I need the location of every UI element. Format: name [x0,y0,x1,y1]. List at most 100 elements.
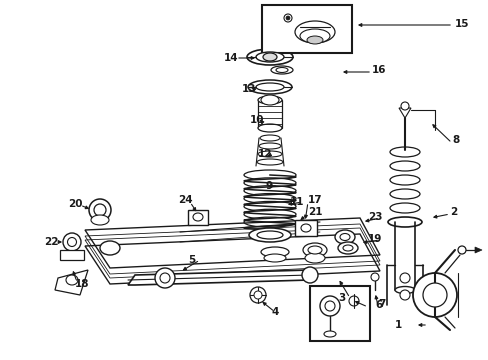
Text: 14: 14 [224,53,238,63]
Ellipse shape [63,233,81,251]
Circle shape [457,246,465,254]
Text: 10: 10 [249,115,264,125]
Text: 8: 8 [451,135,458,145]
Ellipse shape [389,147,419,157]
Ellipse shape [306,36,323,44]
Text: 18: 18 [75,279,89,289]
Ellipse shape [244,217,295,227]
Ellipse shape [256,83,284,91]
Ellipse shape [66,275,78,285]
Ellipse shape [258,124,282,132]
Text: 20: 20 [68,199,82,209]
Ellipse shape [307,246,321,254]
Ellipse shape [260,135,280,141]
Polygon shape [128,270,309,285]
Ellipse shape [67,238,76,247]
Polygon shape [398,108,410,118]
Ellipse shape [244,186,295,196]
Ellipse shape [247,80,291,94]
Ellipse shape [389,203,419,213]
Circle shape [249,287,265,303]
Text: 17: 17 [307,195,322,205]
Circle shape [400,102,408,110]
Ellipse shape [394,287,414,293]
Ellipse shape [258,151,282,157]
Circle shape [399,273,409,283]
Ellipse shape [270,66,292,74]
Bar [309,286,369,341]
Circle shape [285,16,289,20]
Ellipse shape [389,189,419,199]
Text: 1: 1 [394,320,402,330]
Ellipse shape [89,199,111,221]
Ellipse shape [387,217,421,227]
Text: 16: 16 [371,65,386,75]
Ellipse shape [305,253,325,263]
Text: 6: 6 [374,300,382,310]
Circle shape [370,273,378,281]
Ellipse shape [299,29,329,43]
Bar [262,5,351,53]
Ellipse shape [263,53,276,61]
Ellipse shape [303,243,326,257]
Text: 9: 9 [264,181,271,191]
Text: 22: 22 [44,237,59,247]
Circle shape [422,283,446,307]
Ellipse shape [256,52,284,62]
Ellipse shape [389,175,419,185]
Ellipse shape [261,247,288,257]
Text: 15: 15 [454,19,468,29]
Polygon shape [55,270,88,295]
Ellipse shape [244,170,295,180]
Text: 12: 12 [258,149,272,159]
Text: 7: 7 [377,299,385,309]
Circle shape [253,291,262,299]
Ellipse shape [258,96,282,104]
Circle shape [412,273,456,317]
Circle shape [348,296,358,306]
Bar [187,210,207,225]
Ellipse shape [257,231,283,239]
Ellipse shape [257,159,283,165]
Ellipse shape [244,209,295,219]
Ellipse shape [248,228,290,242]
Ellipse shape [91,215,109,225]
Ellipse shape [294,21,334,43]
Ellipse shape [342,245,352,251]
Circle shape [319,296,339,316]
Circle shape [155,268,175,288]
Circle shape [302,267,317,283]
Text: 19: 19 [367,234,382,244]
Ellipse shape [193,213,203,221]
Ellipse shape [100,241,120,255]
Text: 11: 11 [289,197,304,207]
Ellipse shape [334,230,354,244]
Ellipse shape [244,178,295,188]
Circle shape [325,301,334,311]
Text: 5: 5 [187,255,195,265]
Ellipse shape [337,242,357,254]
Ellipse shape [275,68,287,72]
Ellipse shape [264,254,285,262]
Ellipse shape [246,49,292,65]
Bar [294,220,316,236]
Text: 24: 24 [178,195,192,205]
Ellipse shape [324,331,335,337]
Text: 21: 21 [307,207,322,217]
Text: 3: 3 [337,293,345,303]
Circle shape [160,273,170,283]
Text: 13: 13 [242,84,256,94]
Ellipse shape [261,95,279,105]
Text: 2: 2 [449,207,456,217]
Bar [258,100,282,128]
Ellipse shape [301,224,310,232]
Ellipse shape [339,234,349,240]
Ellipse shape [389,161,419,171]
Ellipse shape [94,204,106,216]
Ellipse shape [244,202,295,211]
Text: 23: 23 [367,212,382,222]
Text: 4: 4 [271,307,279,317]
Ellipse shape [244,194,295,203]
Polygon shape [474,247,481,253]
Ellipse shape [259,143,281,149]
